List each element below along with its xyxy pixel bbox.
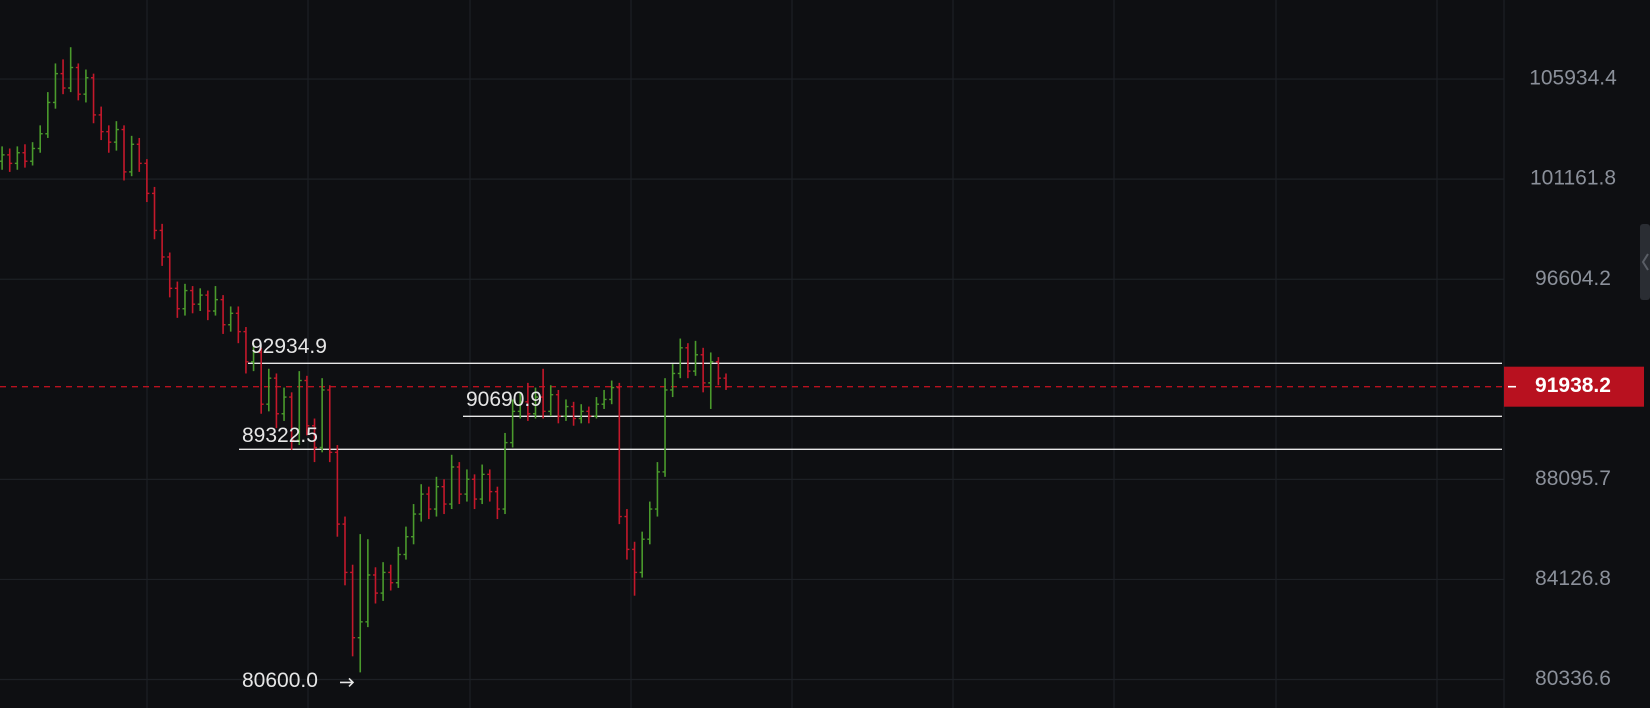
y-tick-label: 88095.7 — [1535, 467, 1611, 490]
low-marker-label: 80600.0 — [242, 669, 318, 692]
price-level-label: 90690.9 — [466, 388, 542, 411]
price-level-label: 89322.5 — [242, 424, 318, 447]
price-level-label: 92934.9 — [251, 335, 327, 358]
side-panel-arrow[interactable] — [1641, 253, 1649, 271]
current-price-badge — [1504, 366, 1644, 407]
y-tick-label: 84126.8 — [1535, 567, 1611, 590]
low-marker-arrow — [340, 677, 355, 687]
current-price-label: 91938.2 — [1535, 374, 1611, 397]
y-tick-label: 105934.4 — [1529, 67, 1617, 90]
y-tick-label: 96604.2 — [1535, 267, 1611, 290]
y-tick-label: 80336.6 — [1535, 667, 1611, 690]
y-tick-label: 101161.8 — [1530, 167, 1616, 190]
side-panel-tab[interactable] — [1640, 224, 1650, 300]
time-grid — [146, 0, 1505, 708]
